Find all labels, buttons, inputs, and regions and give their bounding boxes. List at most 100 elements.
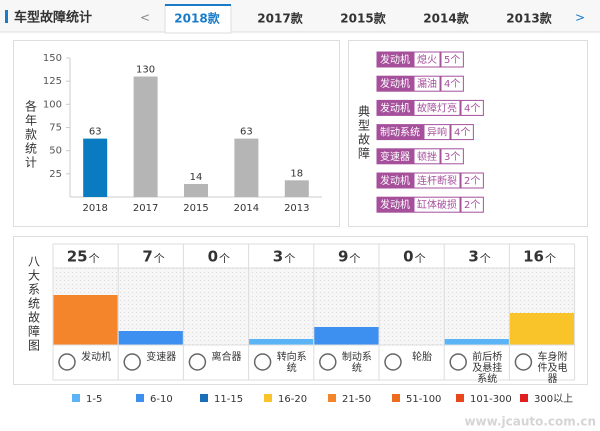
y-tick-label: 150 xyxy=(43,53,62,64)
legend-label: 6-10 xyxy=(150,394,173,405)
bar xyxy=(133,76,158,197)
y-tick-label: 50 xyxy=(49,146,62,157)
data-label: 14 xyxy=(190,172,203,183)
system-count: 25 xyxy=(67,248,88,266)
active-tab-top xyxy=(165,4,231,6)
fault-fault-tag xyxy=(413,75,441,92)
system-label: 八大系统故障图 xyxy=(27,255,41,353)
system-name: 制动系统 xyxy=(341,352,372,374)
system-count: 7 xyxy=(142,248,152,266)
fault-fault: 异响 xyxy=(427,126,447,139)
count-unit: 个 xyxy=(154,252,165,265)
fault-fault-tag xyxy=(413,172,461,189)
count-unit: 个 xyxy=(284,252,295,265)
fault-system-tag xyxy=(376,124,424,141)
data-label: 130 xyxy=(136,65,155,76)
fault-fault: 连杆断裂 xyxy=(417,174,457,187)
fault-fault-tag xyxy=(413,51,441,68)
system-icon xyxy=(58,353,76,371)
fault-fault-tag xyxy=(413,196,461,213)
system-icon xyxy=(188,353,207,371)
fault-fault: 顿挫 xyxy=(417,150,437,163)
fault-count-tag xyxy=(460,196,484,213)
bar xyxy=(83,138,108,197)
fault-system: 发动机 xyxy=(380,198,410,211)
system-count: 9 xyxy=(338,248,348,266)
legend-swatch xyxy=(328,394,336,402)
fault-system: 发动机 xyxy=(380,53,410,66)
year-tab[interactable]: 2015款 xyxy=(340,11,386,26)
legend-swatch xyxy=(200,394,208,402)
system-name: 车身附件及电器 xyxy=(537,352,568,385)
system-bar xyxy=(118,331,183,345)
x-tick-label: 2013 xyxy=(284,203,309,214)
fault-system-tag xyxy=(376,148,414,165)
fault-system-tag xyxy=(376,75,414,92)
system-count: 0 xyxy=(208,248,218,266)
system-icon xyxy=(253,353,272,371)
y-tick-label: 75 xyxy=(49,123,62,134)
legend-swatch xyxy=(136,394,144,402)
chart-panel xyxy=(13,40,340,227)
legend-swatch xyxy=(392,394,400,402)
count-unit: 个 xyxy=(480,252,491,265)
fault-system: 发动机 xyxy=(380,77,410,90)
year-tab[interactable]: 2014款 xyxy=(423,11,469,26)
legend-label: 51-100 xyxy=(406,394,441,405)
fault-count: 4个 xyxy=(464,102,480,114)
legend-label: 300以上 xyxy=(534,393,573,405)
year-tab[interactable]: 2013款 xyxy=(506,11,552,26)
fault-fault-tag xyxy=(413,99,461,116)
fault-count-tag xyxy=(460,172,484,189)
legend-swatch xyxy=(264,394,272,402)
fault-system-tag xyxy=(376,196,414,213)
system-name: 离合器 xyxy=(211,352,242,363)
system-bar xyxy=(249,339,314,345)
prev-button[interactable]: < xyxy=(140,11,150,25)
system-count: 3 xyxy=(273,248,283,266)
legend-label: 101-300 xyxy=(470,394,512,405)
title-marker xyxy=(5,10,8,23)
legend-label: 21-50 xyxy=(342,394,371,405)
fault-fault-tag xyxy=(413,148,441,165)
legend-label: 11-15 xyxy=(214,394,243,405)
system-bar xyxy=(509,313,575,345)
header-bar xyxy=(0,0,600,32)
count-unit: 个 xyxy=(219,252,230,265)
system-icon xyxy=(123,353,141,371)
data-label: 63 xyxy=(240,127,253,138)
year-tab[interactable]: 2018款 xyxy=(174,11,220,26)
system-bar xyxy=(53,295,118,345)
header-title: 车型故障统计 xyxy=(14,10,92,26)
fault-fault: 漏油 xyxy=(417,77,437,90)
count-unit: 个 xyxy=(415,252,426,265)
fault-count-tag xyxy=(460,99,484,116)
fault-count: 4个 xyxy=(454,127,470,139)
bar xyxy=(234,138,259,197)
fault-fault: 故障灯亮 xyxy=(417,101,457,114)
system-icon xyxy=(319,353,337,371)
x-tick-label: 2015 xyxy=(183,203,208,214)
fault-system: 发动机 xyxy=(380,174,410,187)
next-button[interactable]: > xyxy=(575,11,585,25)
system-bar xyxy=(314,327,379,345)
system-name: 前后桥及悬挂系统 xyxy=(472,352,503,385)
system-icon xyxy=(449,353,467,371)
bar xyxy=(184,184,208,197)
fault-count-tag xyxy=(440,75,464,92)
year-tab[interactable]: 2017款 xyxy=(257,11,303,26)
legend-swatch xyxy=(520,394,528,402)
fault-count: 4个 xyxy=(444,78,460,90)
fault-count-tag xyxy=(450,124,474,141)
system-name: 发动机 xyxy=(81,352,112,363)
fault-fault: 缸体破损 xyxy=(417,198,457,211)
fault-count-tag xyxy=(440,51,464,68)
fault-system-tag xyxy=(376,172,414,189)
bar xyxy=(284,180,309,197)
fault-count: 2个 xyxy=(464,199,480,211)
fault-system: 制动系统 xyxy=(380,126,420,139)
fault-fault-tag xyxy=(423,124,451,141)
system-count: 0 xyxy=(403,248,413,266)
